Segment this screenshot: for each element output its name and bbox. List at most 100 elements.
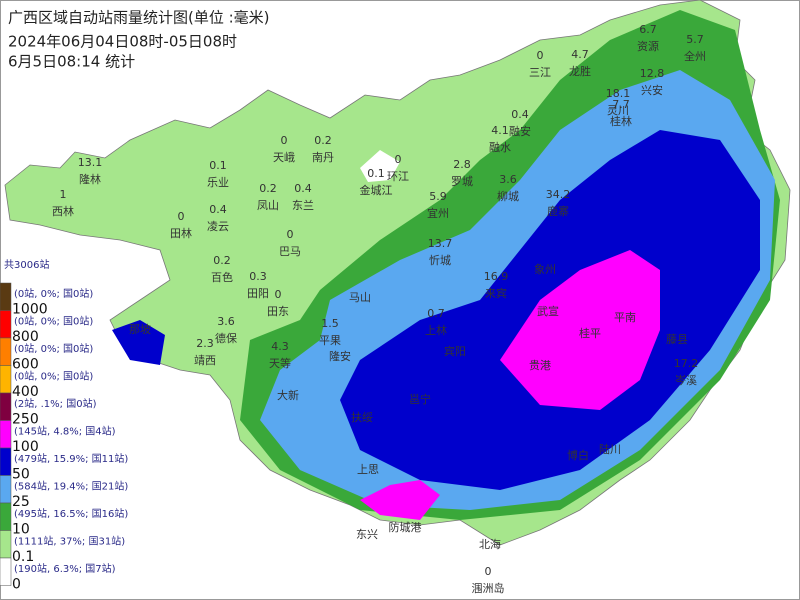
- place-name: 平南: [614, 311, 636, 324]
- legend-swatch: [0, 502, 12, 531]
- legend-swatch: [0, 557, 12, 586]
- station-value: 0.1: [209, 159, 227, 172]
- station-name: 百色: [211, 270, 233, 284]
- legend-swatch: [0, 310, 12, 339]
- place-name: 大新: [277, 388, 299, 402]
- legend-swatch: [0, 530, 12, 559]
- legend-threshold: 0: [12, 577, 21, 593]
- legend-swatch: [0, 447, 12, 476]
- legend-threshold: 25: [12, 494, 30, 510]
- station-value: 0.3: [249, 270, 267, 283]
- station-value: 1: [60, 188, 67, 201]
- legend-swatch: [0, 282, 12, 311]
- station-value: 3.6: [499, 173, 517, 186]
- place-name: 北海: [479, 537, 501, 551]
- station-value: 0: [178, 210, 185, 223]
- station-value: 16.9: [484, 270, 509, 283]
- station-name: 柳城: [497, 189, 519, 203]
- station-name: 西林: [52, 204, 74, 218]
- station-value: 5.7: [686, 33, 704, 46]
- station-value: 2.3: [196, 337, 214, 350]
- station-value: 0: [287, 228, 294, 241]
- station-name: 鹿寨: [547, 204, 569, 218]
- station-name: 桂林: [610, 114, 632, 128]
- legend-swatch: [0, 337, 12, 366]
- place-name: 那坡: [129, 323, 151, 336]
- station-value: 6.7: [639, 23, 657, 36]
- station-name: 田阳: [247, 287, 269, 300]
- place-name: 上思: [357, 463, 379, 476]
- station-name: 罗城: [451, 175, 473, 188]
- station-name: 宜州: [427, 206, 449, 220]
- station-name: 东兰: [292, 199, 314, 212]
- station-value: 0.2: [259, 182, 277, 195]
- legend-stats: (0站, 0%; 国0站): [14, 342, 93, 355]
- station-name: 凤山: [257, 199, 279, 212]
- station-name: 隆林: [79, 172, 101, 186]
- station-name: 天等: [269, 356, 291, 370]
- labels: 0 天峨 0.2 南丹 0.1 乐业 0.2 凤山 0.4 东兰 13.1 隆林 1 西林 0 田林 0.4 凌云…: [52, 23, 706, 595]
- station-name: 天峨: [273, 151, 295, 164]
- station-value: 13.7: [428, 237, 453, 250]
- station-value: 12.8: [640, 67, 665, 80]
- title: 广西区域自动站雨量统计图(单位 :毫米): [8, 9, 270, 27]
- station-value: 0: [485, 565, 492, 578]
- legend-stats: (584站, 19.4%; 国21站): [14, 480, 128, 493]
- station-value: 0.1: [367, 167, 385, 180]
- station-value: 0.4: [209, 203, 227, 216]
- place-name: 宾阳: [444, 344, 466, 358]
- legend-total: 共3006站: [4, 258, 49, 271]
- legend-stats: (495站, 16.5%; 国16站): [14, 507, 128, 520]
- zone-100-west: [112, 320, 165, 365]
- station-value: 4.3: [271, 340, 289, 353]
- legend-stats: (190站, 6.3%; 国7站): [14, 562, 116, 575]
- place-name: 博白: [567, 448, 589, 462]
- station-name: 灵川: [607, 104, 629, 117]
- place-name: 隆安: [329, 349, 351, 363]
- station-value: 2.8: [453, 158, 471, 171]
- legend-swatch: [0, 475, 12, 504]
- place-name: 武宣: [537, 304, 559, 318]
- legend-threshold: 50: [12, 467, 30, 483]
- legend-threshold: 600: [12, 357, 39, 373]
- station-name: 凌云: [207, 219, 229, 233]
- station-name: 忻城: [429, 254, 451, 267]
- station-value: 4.1: [491, 124, 509, 137]
- station-name: 乐业: [207, 176, 229, 189]
- legend-swatch: [0, 420, 12, 449]
- legend-threshold: 250: [12, 412, 39, 428]
- station-value: 0: [275, 288, 282, 301]
- zone-250-south: [360, 480, 440, 520]
- station-value: 0: [281, 134, 288, 147]
- zone-none: [360, 150, 400, 182]
- station-name: 资源: [637, 39, 659, 53]
- station-value: 0.4: [511, 108, 529, 121]
- zone-250: [500, 250, 660, 410]
- legend: (0站, 0%; 国0站) (0站, 0%; 国0站) (0站, 0%; 国0站) (…: [0, 282, 128, 593]
- station-value: 0.2: [314, 134, 332, 147]
- station-name: 田林: [170, 226, 192, 240]
- station-value: 17.2: [674, 357, 699, 370]
- station-value: 0.7: [427, 307, 445, 320]
- legend-stats: (1111站, 37%; 国31站): [14, 535, 125, 548]
- place-name: 东兴: [356, 528, 378, 541]
- legend-swatch: [0, 365, 12, 394]
- legend-swatch: [0, 392, 12, 421]
- place-name: 贵港: [529, 359, 551, 372]
- legend-threshold: 400: [12, 384, 39, 400]
- station-name: 全州: [684, 49, 706, 63]
- place-name: 邕宁: [409, 392, 431, 406]
- station-name: 德保: [215, 331, 237, 345]
- station-value: 0.4: [294, 182, 312, 195]
- place-name: 桂平: [579, 326, 601, 340]
- station-name: 南丹: [312, 151, 334, 164]
- station-name: 融安: [509, 124, 531, 138]
- station-name: 兴安: [641, 83, 663, 97]
- place-name: 象州: [534, 263, 556, 276]
- map: [4, 0, 791, 546]
- station-name: 融水: [489, 141, 511, 154]
- station-name: 田东: [267, 305, 289, 318]
- station-value: 0: [395, 153, 402, 166]
- legend-stats: (145站, 4.8%; 国4站): [14, 425, 116, 438]
- legend-threshold: 1000: [12, 302, 48, 318]
